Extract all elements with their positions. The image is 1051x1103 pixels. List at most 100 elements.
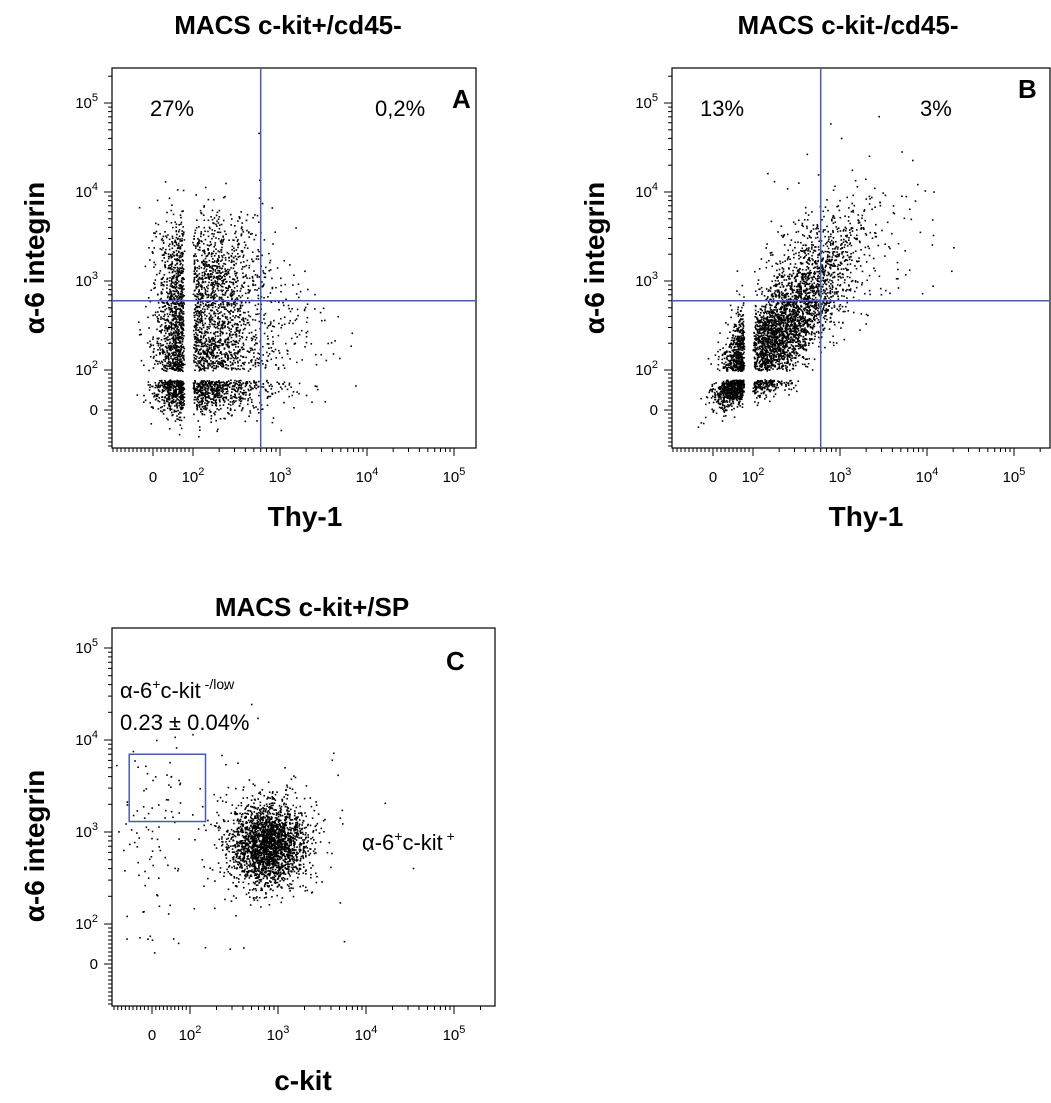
event-dot [170, 310, 172, 312]
event-dot [174, 358, 177, 361]
event-dot [181, 264, 184, 266]
event-dot [237, 351, 239, 354]
event-dot [193, 402, 196, 404]
x-tick-label: 0 [709, 469, 717, 486]
event-dot [163, 335, 166, 337]
event-dot [232, 388, 234, 391]
event-dot [204, 341, 206, 343]
event-dot [254, 383, 257, 385]
event-dot [288, 322, 291, 324]
event-dot [154, 311, 157, 314]
event-dot [319, 311, 322, 314]
event-dot [264, 312, 267, 315]
event-dot [200, 317, 202, 320]
event-dot [157, 223, 160, 226]
event-dot [208, 316, 211, 319]
event-dot [766, 312, 768, 315]
event-dot [167, 356, 170, 359]
event-dot [182, 252, 184, 255]
event-dot [721, 354, 724, 357]
event-dot [731, 368, 733, 370]
event-dot [830, 273, 833, 276]
event-dot [157, 383, 160, 386]
event-dot [213, 349, 216, 351]
event-dot [177, 246, 179, 249]
event-dot [163, 400, 166, 402]
event-dot [228, 285, 230, 288]
event-dot [166, 284, 168, 286]
event-dot [264, 276, 267, 279]
event-dot [193, 238, 195, 240]
event-dot [158, 360, 160, 363]
event-dot [258, 197, 261, 199]
event-dot [153, 283, 156, 286]
event-dot [166, 368, 169, 370]
event-dot [735, 362, 738, 365]
event-dot [176, 327, 178, 330]
event-dot [194, 369, 196, 371]
event-dot [179, 353, 181, 355]
event-dot [811, 342, 814, 344]
event-dot [227, 364, 229, 367]
event-dot [218, 263, 220, 265]
event-dot [258, 394, 260, 397]
event-dot [240, 365, 243, 367]
event-dot [198, 318, 201, 321]
event-dot [211, 351, 213, 353]
event-dot [205, 387, 207, 390]
event-dot [207, 235, 210, 238]
event-dot [217, 260, 220, 262]
event-dot [736, 290, 738, 292]
event-dot [171, 314, 174, 316]
event-dot [176, 282, 179, 284]
event-dot [182, 226, 184, 228]
event-dot [197, 296, 199, 298]
event-dot [205, 293, 207, 296]
event-dot [795, 324, 797, 326]
event-dot [195, 298, 197, 301]
event-dot [203, 362, 205, 364]
event-dot [208, 341, 211, 343]
event-dot [251, 401, 253, 403]
event-dot [179, 267, 182, 269]
event-dot [292, 322, 294, 325]
event-dot [217, 362, 220, 365]
event-dot [162, 386, 165, 388]
event-dot [196, 302, 199, 304]
event-dot [154, 232, 156, 235]
event-dot [293, 343, 296, 345]
event-dot [168, 403, 171, 406]
event-dot [212, 298, 215, 301]
event-dot [236, 323, 238, 326]
event-dot [204, 281, 207, 283]
event-dot [198, 389, 200, 392]
event-dot [197, 317, 199, 320]
event-dot [166, 397, 168, 400]
event-dot [209, 388, 212, 391]
event-dot [247, 398, 250, 400]
event-dot [792, 316, 795, 318]
event-dot [799, 296, 802, 298]
event-dot [180, 279, 183, 282]
event-dot [214, 357, 217, 359]
event-dot [210, 270, 212, 272]
event-dot [222, 315, 224, 317]
event-dot [783, 305, 786, 308]
event-dot [201, 342, 204, 345]
event-dot [160, 330, 162, 333]
event-dot [233, 340, 236, 343]
event-dot [177, 355, 179, 358]
event-dot [201, 343, 203, 346]
event-dot [180, 348, 183, 351]
event-dot [238, 380, 241, 382]
event-dot [213, 399, 215, 401]
event-dot [211, 284, 214, 287]
event-dot [729, 331, 731, 333]
event-dot [221, 384, 224, 386]
event-dot [172, 302, 175, 305]
event-dot [166, 407, 169, 410]
event-dot [220, 296, 223, 299]
event-dot [183, 278, 185, 280]
event-dot [236, 285, 238, 288]
event-dot [162, 276, 164, 279]
